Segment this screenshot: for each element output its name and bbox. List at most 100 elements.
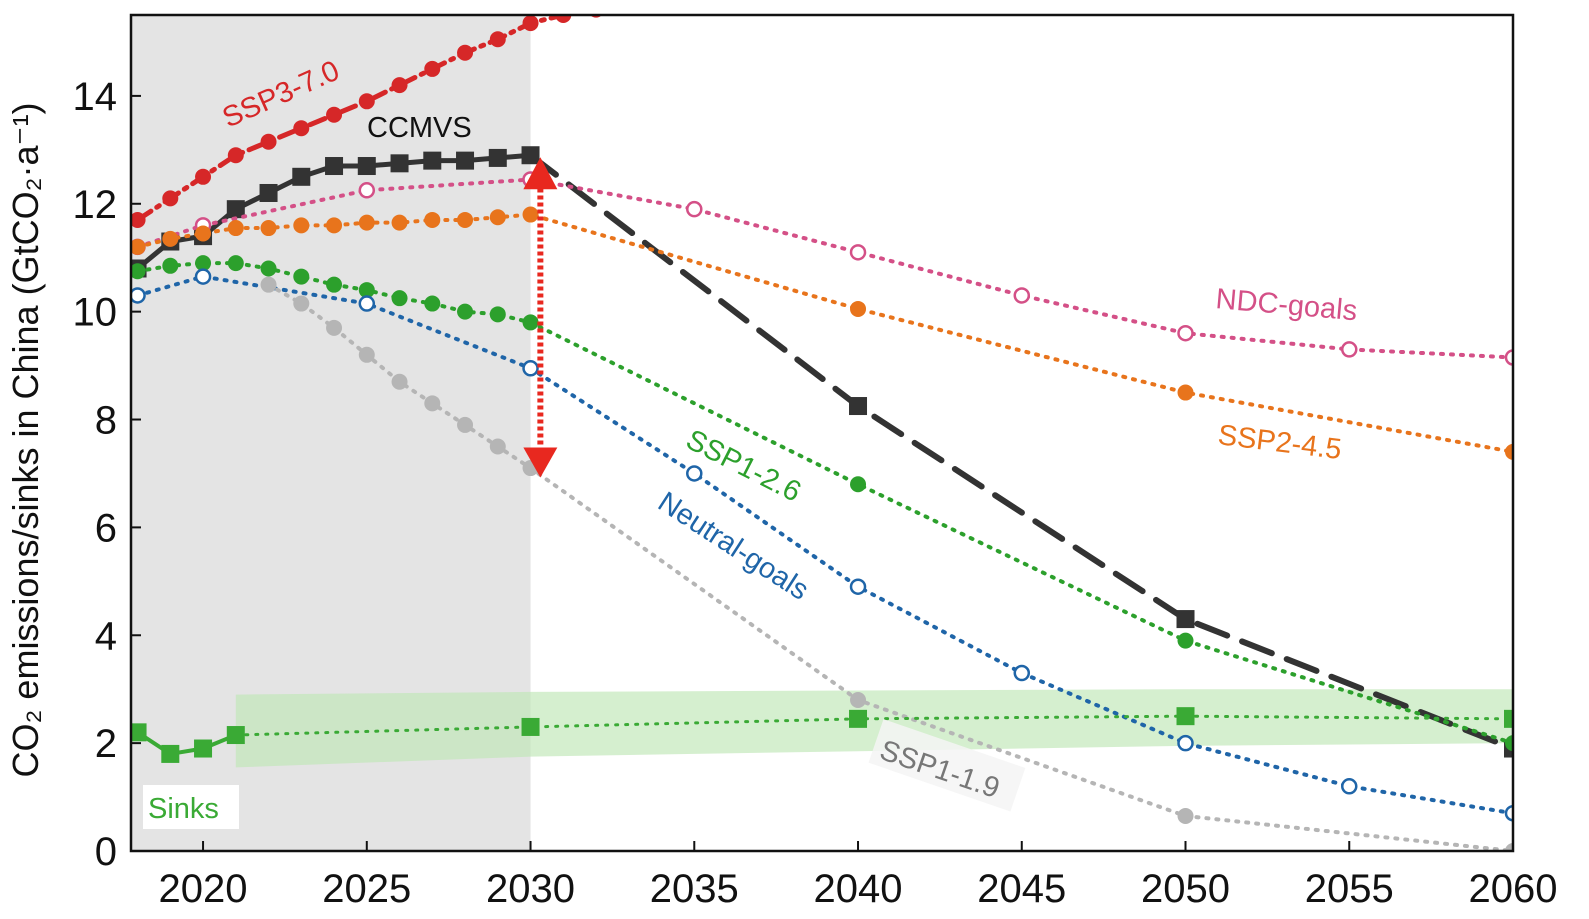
neutral-goals-line (135, 274, 1513, 816)
ssp1-2-6-marker (326, 276, 343, 293)
ssp1-2-6-marker (457, 303, 474, 320)
neutral-goals-marker (1504, 804, 1513, 822)
label-ssp126: SSP1-2.6 (681, 424, 806, 509)
ssp2-4-5-marker (326, 217, 343, 234)
ssp1-2-6-marker (391, 290, 408, 307)
y-tick-label: 2 (95, 722, 117, 766)
sinks-label-bg (143, 785, 239, 829)
ndc-goals-marker (849, 244, 867, 261)
ssp1-1-9-marker (1505, 843, 1513, 851)
label-sinks: Sinks (148, 793, 219, 825)
y-tick-label: 14 (73, 75, 118, 119)
ssp119-label-bg (868, 719, 1026, 812)
ssp1-1-9-marker (293, 295, 310, 312)
x-tick-label: 2050 (1141, 867, 1230, 911)
ssp1-2-6-marker (260, 260, 277, 277)
y-tick-label: 12 (73, 183, 118, 227)
ccmvs-marker (259, 183, 278, 202)
sinks-marker (1176, 707, 1195, 726)
x-tick-label: 2025 (322, 867, 411, 911)
ssp3-7-0-marker (131, 211, 146, 228)
sinks-marker (1504, 709, 1513, 728)
ssp2-4-5-marker (293, 217, 310, 234)
ssp1-1-9-marker (260, 276, 277, 293)
ccmvs-marker (521, 146, 540, 165)
ndc-goals-marker (1177, 324, 1194, 342)
y-tick-label: 0 (95, 830, 117, 874)
ssp1-2-6-marker (1177, 632, 1194, 649)
ssp1-2-6-marker (358, 282, 375, 299)
ssp2-4-5-marker (850, 300, 867, 317)
neutral-goals-marker (194, 268, 212, 285)
x-tick-label: 2045 (977, 867, 1066, 911)
ssp2-4-5-marker (260, 220, 277, 237)
ssp3-7-0-marker (457, 44, 474, 61)
label-ndc: NDC-goals (1214, 283, 1358, 327)
ssp1-1-9-marker (457, 416, 474, 433)
neutral-goals-marker (849, 578, 867, 595)
ccmvs-marker (357, 157, 376, 176)
ssp3-7-0-marker (195, 168, 212, 185)
ndc-goals-marker (1013, 287, 1031, 304)
ssp1-2-6-marker (162, 257, 179, 274)
y-tick-label: 6 (95, 506, 117, 550)
sinks-marker (521, 717, 540, 736)
ndc-goals-line (135, 177, 1513, 360)
ssp2-4-5-marker (391, 214, 408, 231)
ssp3-7-0-marker (358, 93, 375, 110)
ssp3-7-0-marker (227, 147, 244, 164)
ssp1-1-9-marker (1177, 807, 1194, 824)
ssp2-4-5-marker (424, 211, 441, 228)
neutral-goals-marker (358, 295, 376, 312)
ssp1-1-9-marker (326, 319, 343, 336)
sinks-marker (194, 739, 213, 758)
ndc-goals-marker (1341, 341, 1358, 358)
ssp2-4-5-marker (457, 211, 474, 228)
ccmvs-line-projection (527, 152, 1513, 752)
ssp3-7-0-marker (293, 120, 310, 137)
ssp2-4-5-marker (162, 230, 179, 247)
neutral-goals-marker (686, 465, 703, 482)
label-ssp245: SSP2-4.5 (1216, 419, 1343, 466)
y-tick-label: 10 (73, 291, 118, 335)
ccmvs-marker (456, 151, 475, 170)
ssp1-1-9-marker (489, 438, 506, 455)
ccmvs-marker (390, 154, 409, 173)
axis-ticks: 2020 2025 2030 2035 2040 2045 2050 2055 2060 0 2 4 6… (73, 75, 1558, 911)
ssp1-2-6-marker (1505, 735, 1513, 752)
ccmvs-marker (325, 157, 344, 176)
ssp1-2-6-marker (424, 295, 441, 312)
ssp1-1-9-marker (358, 346, 375, 363)
ndc-goals-marker (1504, 349, 1513, 366)
neutral-goals-marker (522, 360, 539, 377)
neutral-goals-marker (1177, 734, 1194, 752)
x-tick-label: 2035 (650, 867, 739, 911)
ssp2-4-5-marker (522, 206, 539, 223)
sinks-marker (849, 709, 868, 728)
ssp1-2-6-marker (195, 255, 212, 272)
ndc-goals-marker (358, 182, 376, 199)
arrow-head-down (523, 447, 558, 478)
ssp3-7-0-marker (162, 190, 179, 207)
ccmvs-marker (423, 151, 442, 170)
neutral-goals-marker (131, 287, 146, 304)
ssp2-4-5-marker (1177, 384, 1194, 401)
ssp2-4-5-marker (131, 238, 146, 255)
ssp3-7-0-marker (522, 15, 539, 32)
ssp1-2-6-marker (293, 268, 310, 285)
ssp3-7-0-marker (489, 31, 506, 48)
ssp1-2-6-marker (131, 263, 146, 280)
ssp3-7-0-marker (326, 106, 343, 123)
ccmvs-marker (1176, 610, 1195, 629)
ssp1-2-6-marker (489, 306, 506, 323)
x-tick-label: 2055 (1305, 867, 1394, 911)
ssp2-4-5-line (135, 212, 1513, 454)
ssp2-4-5-marker (195, 225, 212, 242)
sinks-marker (131, 723, 147, 742)
x-tick-label: 2020 (159, 867, 248, 911)
series-layer (131, 15, 1513, 851)
y-tick-label: 4 (95, 614, 117, 658)
sinks-line-historical (135, 730, 238, 757)
ssp3-7-0-marker (391, 77, 408, 94)
